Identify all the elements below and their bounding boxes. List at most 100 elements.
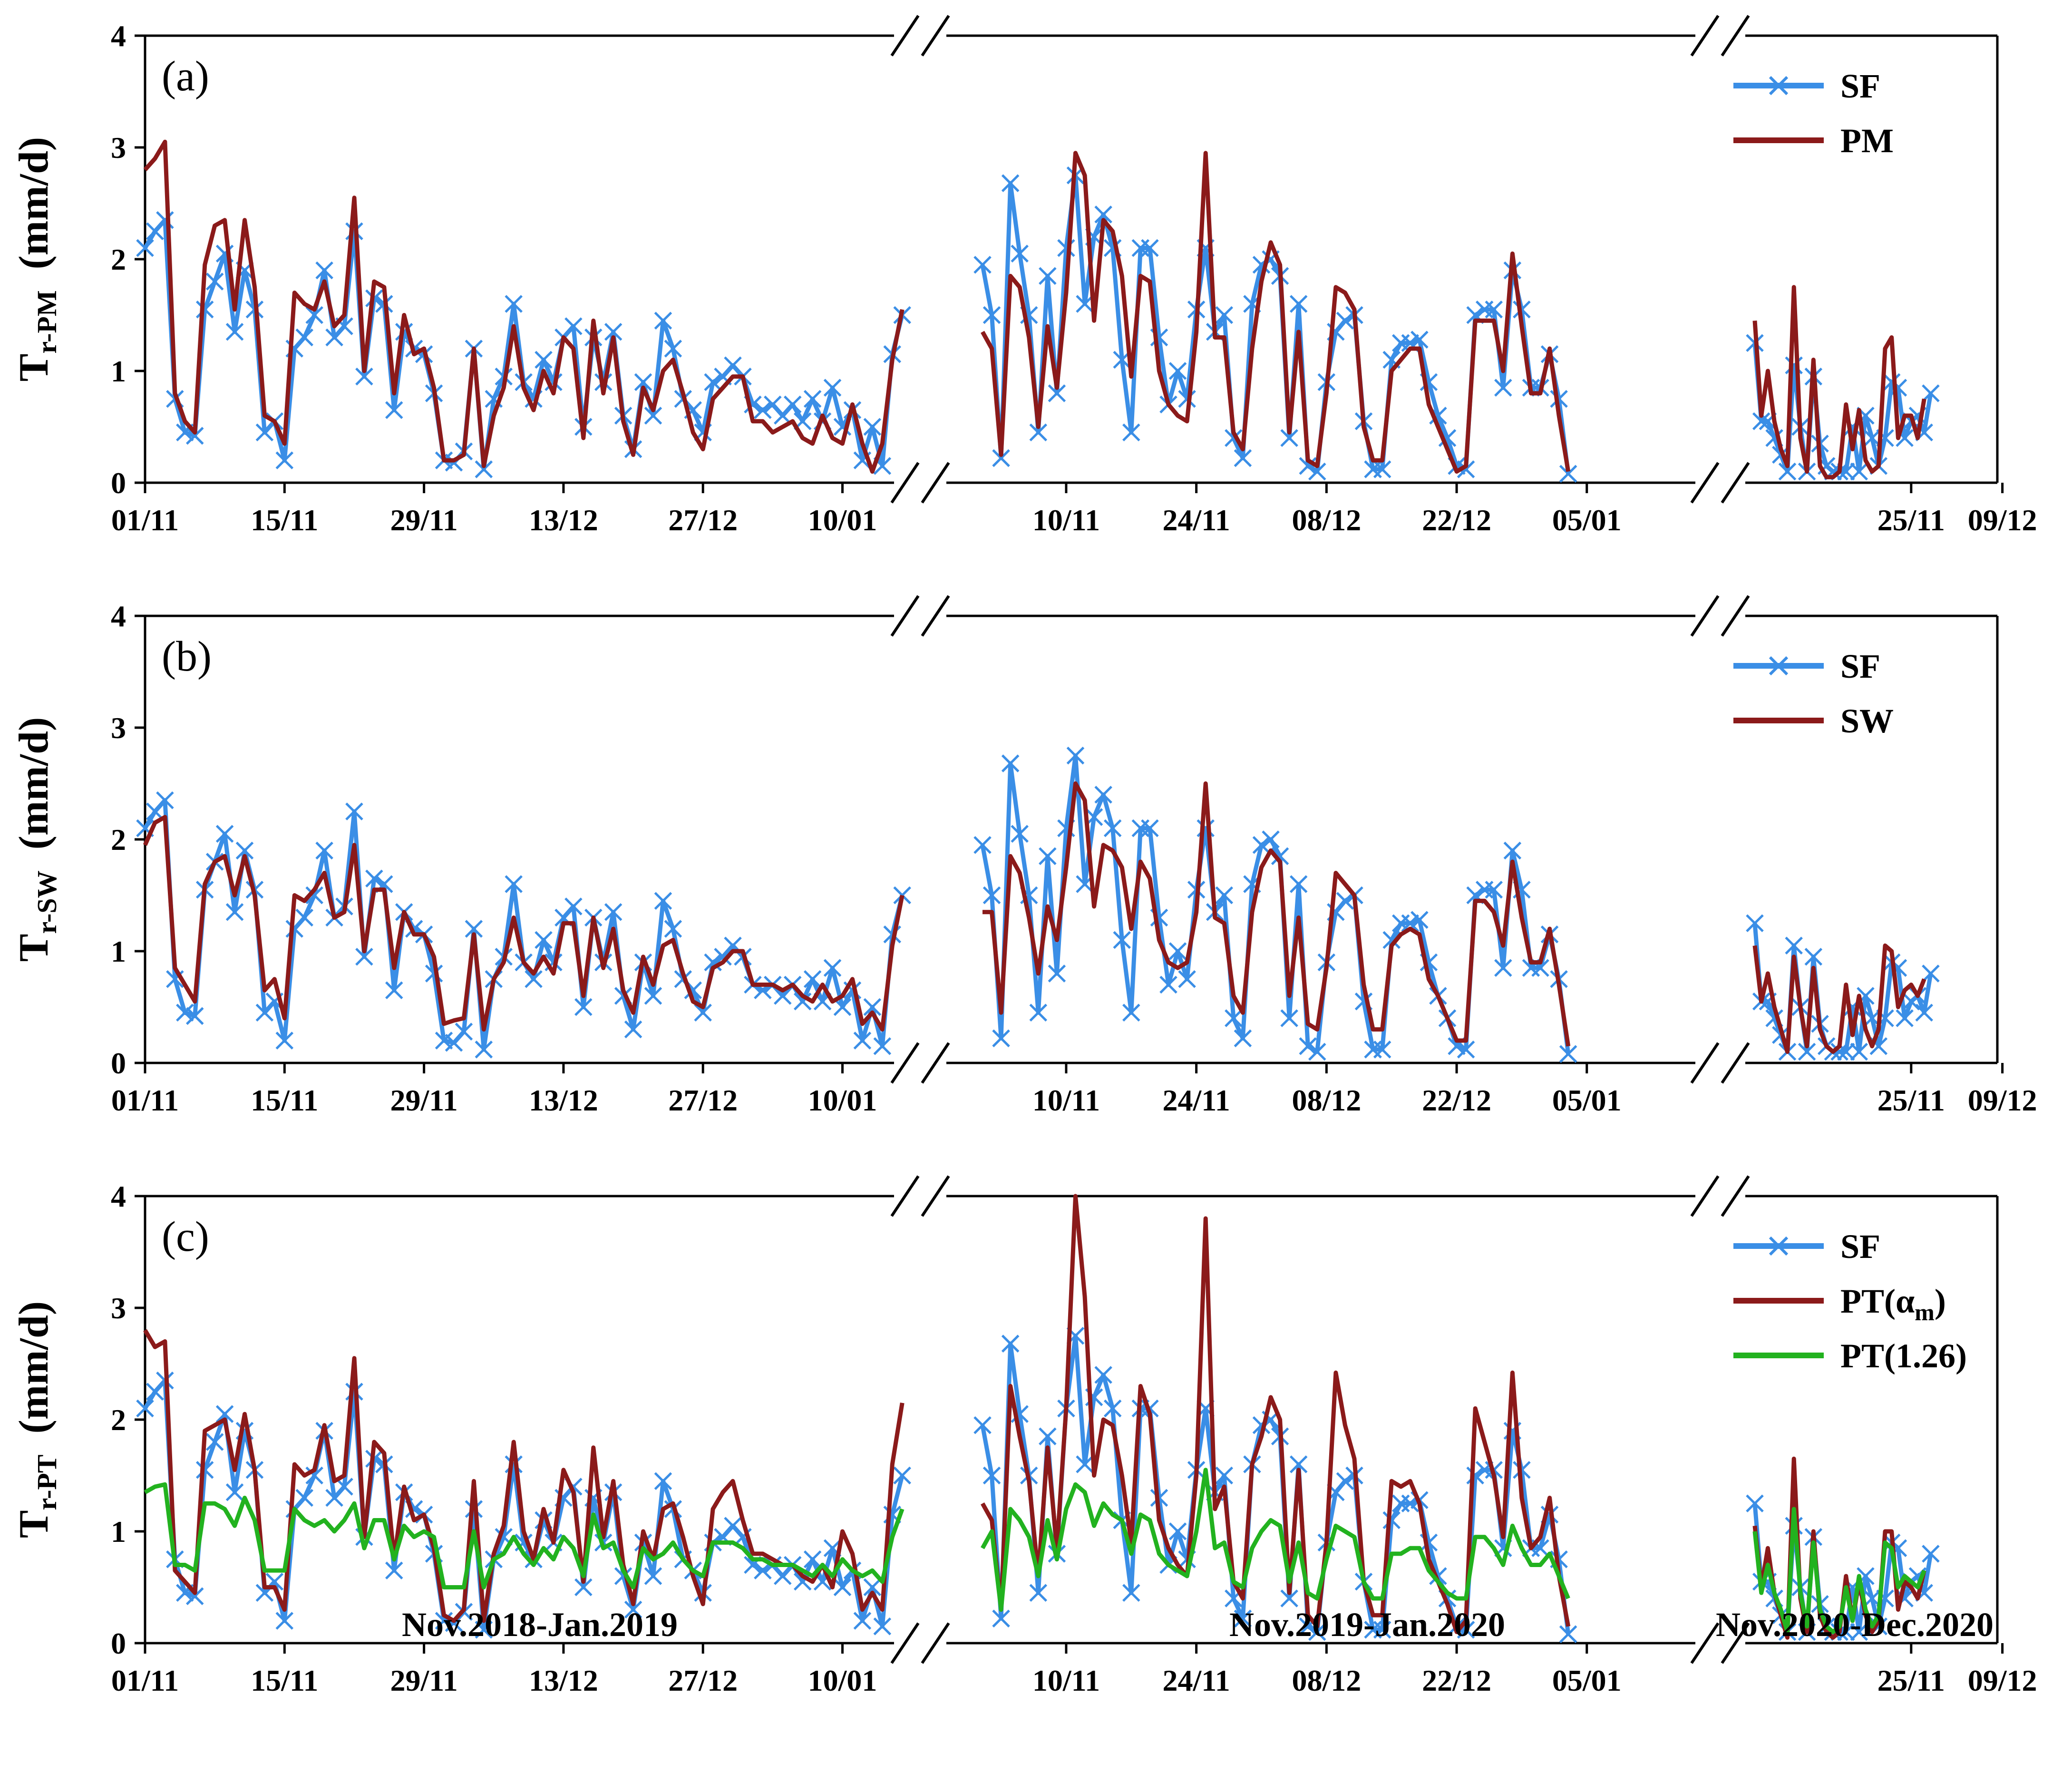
data-point-marker bbox=[992, 1609, 1010, 1628]
legend-label: SW bbox=[1840, 702, 1894, 740]
data-point-marker bbox=[654, 892, 672, 910]
x-tick-label: 24/11 bbox=[1163, 503, 1230, 537]
data-point-marker bbox=[644, 987, 662, 1005]
data-point-marker bbox=[1830, 1042, 1848, 1061]
x-tick-label: 10/01 bbox=[808, 1664, 877, 1697]
chart-panel-2: 0 1 2 3 4 01/11 15/11 29/11 13/12 27/12 10/01 10/11… bbox=[11, 595, 2037, 1117]
data-point-marker bbox=[704, 953, 722, 972]
data-point-marker bbox=[1850, 462, 1868, 481]
data-point-marker bbox=[982, 886, 1001, 905]
panel-label: (c) bbox=[162, 1213, 209, 1260]
data-point-marker bbox=[335, 1478, 353, 1496]
data-point-marker bbox=[1752, 412, 1770, 430]
axis-break-mark bbox=[1690, 1622, 1720, 1664]
data-point-marker bbox=[1262, 830, 1280, 848]
data-point-marker bbox=[355, 947, 373, 966]
data-point-marker bbox=[873, 1617, 892, 1636]
data-point-marker bbox=[295, 1489, 313, 1507]
axis-break-mark bbox=[890, 462, 920, 504]
data-point-marker bbox=[1308, 1623, 1326, 1641]
data-point-marker bbox=[1411, 331, 1429, 349]
x-tick-label: 01/11 bbox=[111, 1664, 179, 1697]
axis-break-mark bbox=[1690, 595, 1720, 637]
data-point-marker bbox=[1029, 1584, 1048, 1602]
data-point-marker bbox=[1503, 841, 1522, 860]
data-point-marker bbox=[1559, 1045, 1577, 1063]
legend: SF PM bbox=[1733, 67, 1894, 160]
x-tick-label: 10/01 bbox=[808, 1083, 877, 1117]
legend: SF SW bbox=[1733, 647, 1894, 740]
axis-break-mark bbox=[1690, 1042, 1720, 1084]
data-point-marker bbox=[1094, 1366, 1112, 1384]
data-point-marker bbox=[185, 427, 204, 445]
data-point-marker bbox=[225, 322, 244, 341]
data-point-marker bbox=[1289, 295, 1308, 313]
data-point-marker bbox=[275, 451, 294, 469]
legend-label: SF bbox=[1840, 1227, 1880, 1266]
data-point-marker bbox=[1011, 244, 1029, 263]
y-tick-label: 1 bbox=[111, 1515, 126, 1549]
data-point-marker bbox=[525, 970, 543, 988]
data-point-marker bbox=[1299, 457, 1317, 475]
data-point-marker bbox=[1039, 1427, 1057, 1446]
data-point-marker bbox=[275, 1612, 294, 1630]
data-point-marker bbox=[664, 920, 682, 938]
legend-label-text: SF bbox=[1840, 1227, 1880, 1266]
data-point-marker bbox=[1094, 205, 1112, 224]
legend: SF PT(αm) PT(1.26) bbox=[1733, 1227, 1967, 1375]
data-point-marker bbox=[863, 1578, 882, 1597]
data-point-marker bbox=[1252, 836, 1271, 854]
data-point-marker bbox=[982, 306, 1001, 324]
series-line bbox=[982, 781, 1571, 1047]
data-point-marker bbox=[644, 1567, 662, 1585]
data-point-marker bbox=[535, 351, 553, 369]
data-point-marker bbox=[1178, 390, 1196, 408]
data-point-marker bbox=[295, 908, 313, 927]
legend-marker bbox=[1769, 1236, 1789, 1256]
series-line bbox=[981, 1194, 1571, 1634]
data-point-marker bbox=[1122, 1584, 1140, 1602]
x-tick-label: 22/12 bbox=[1422, 1083, 1491, 1117]
chart-panel-1: 0 1 2 3 4 01/11 15/11 29/11 13/12 27/12 10/01 10/11… bbox=[11, 15, 2037, 537]
axis-break-mark bbox=[1690, 1175, 1720, 1217]
x-tick-label: 27/12 bbox=[668, 1664, 738, 1697]
series-sf bbox=[136, 1326, 1940, 1643]
data-point-marker bbox=[355, 367, 373, 386]
axis-break-mark bbox=[1690, 15, 1720, 57]
x-tick-label: 05/01 bbox=[1552, 1664, 1622, 1697]
data-point-marker bbox=[365, 869, 383, 888]
x-tick-label: 15/11 bbox=[251, 1083, 318, 1117]
axis-break-mark bbox=[890, 1042, 920, 1084]
x-tick-label: 01/11 bbox=[111, 503, 179, 537]
axis-break-mark bbox=[890, 1622, 920, 1664]
data-point-marker bbox=[225, 903, 244, 921]
y-tick-label: 2 bbox=[111, 243, 126, 276]
data-point-marker bbox=[644, 407, 662, 425]
data-point-marker bbox=[1466, 1466, 1484, 1485]
data-point-marker bbox=[1141, 239, 1159, 257]
axis-break-mark bbox=[921, 462, 950, 504]
x-tick-label: 15/11 bbox=[251, 1664, 318, 1697]
data-point-marker bbox=[863, 418, 882, 436]
panel-label: (a) bbox=[162, 53, 209, 100]
data-point-marker bbox=[1922, 384, 1940, 402]
axis-break-mark bbox=[921, 1622, 950, 1664]
x-tick-label: 08/12 bbox=[1292, 1664, 1361, 1697]
data-point-marker bbox=[1485, 300, 1503, 319]
data-point-marker bbox=[1382, 931, 1401, 949]
data-point-marker bbox=[1280, 1009, 1298, 1027]
legend-label-text: PM bbox=[1840, 122, 1894, 160]
series-pm bbox=[143, 139, 1926, 479]
series-line bbox=[143, 815, 905, 1032]
data-point-marker bbox=[1280, 429, 1298, 447]
x-tick-label: 10/01 bbox=[808, 503, 877, 537]
x-tick-label: 27/12 bbox=[668, 503, 738, 537]
data-point-marker bbox=[1308, 462, 1326, 481]
data-point-marker bbox=[1039, 267, 1057, 285]
data-point-marker bbox=[1001, 174, 1020, 192]
y-axis-label: Tr-SW (mm/d) bbox=[11, 717, 62, 962]
data-point-marker bbox=[624, 1600, 642, 1619]
data-point-marker bbox=[136, 1399, 154, 1418]
data-point-marker bbox=[1234, 449, 1252, 467]
data-point-marker bbox=[1076, 1455, 1094, 1473]
